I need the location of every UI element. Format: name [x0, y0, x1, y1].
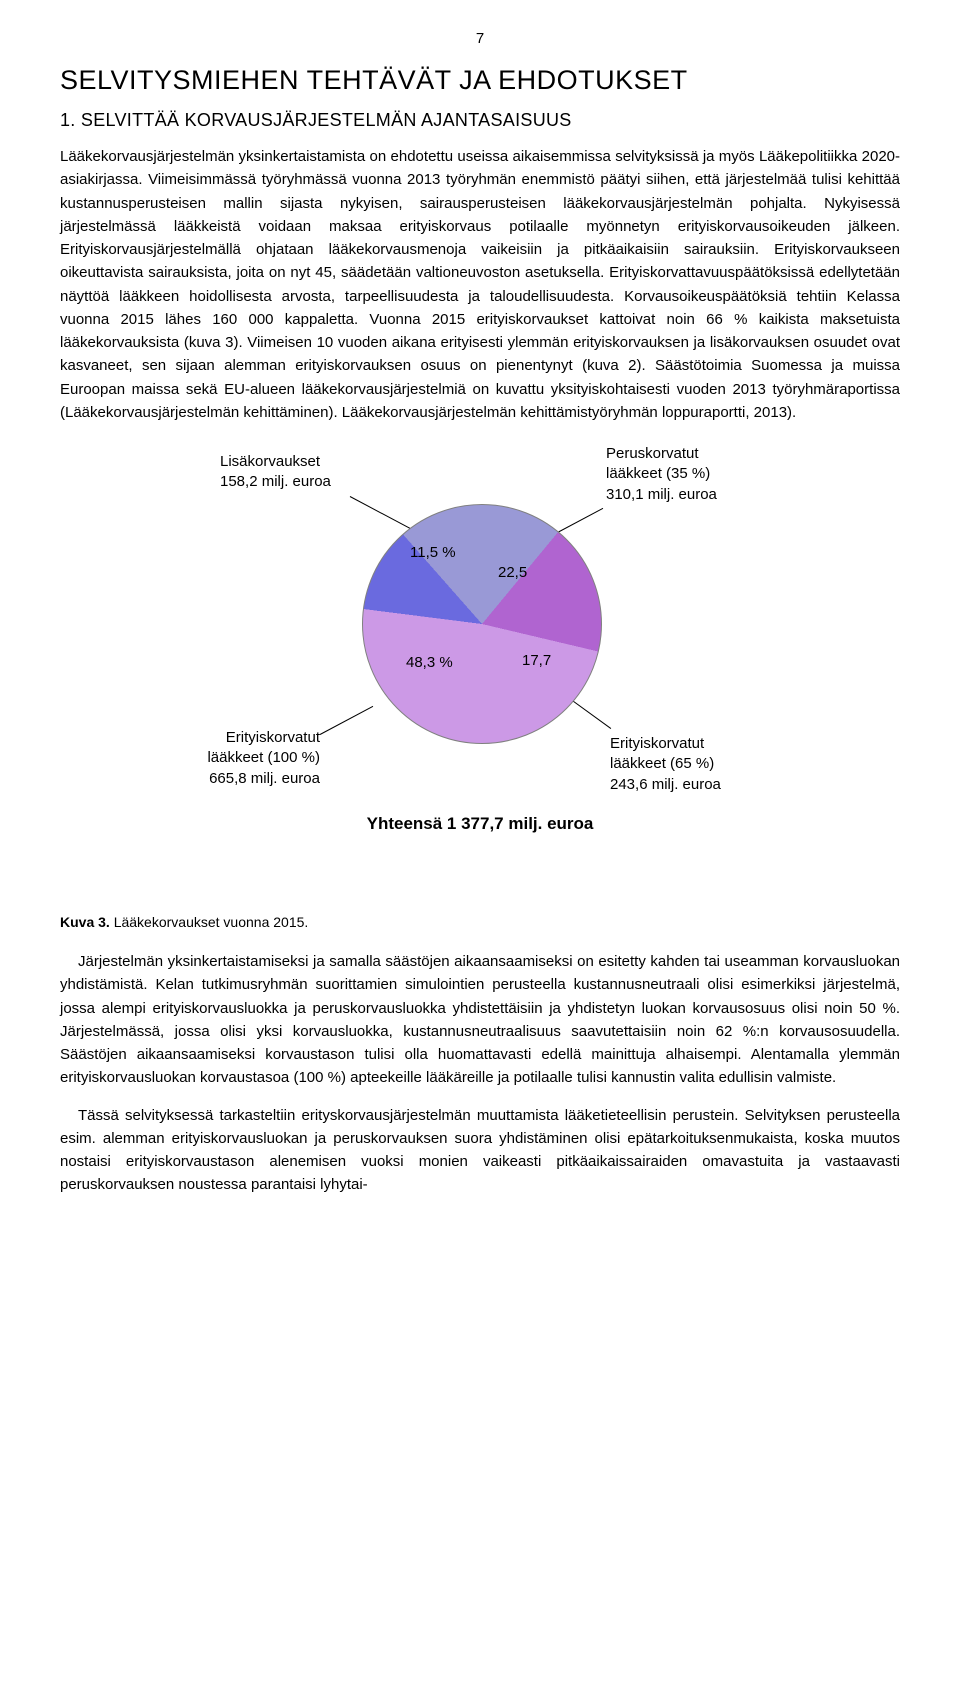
- slice-label-peruskorvatut: Peruskorvatut lääkkeet (35 %) 310,1 milj…: [606, 444, 717, 505]
- page-title: SELVITYSMIEHEN TEHTÄVÄT JA EHDOTUKSET: [60, 65, 900, 96]
- slice-label-lisakorvaukset: Lisäkorvaukset 158,2 milj. euroa: [220, 452, 331, 493]
- figure-caption: Kuva 3. Lääkekorvaukset vuonna 2015.: [60, 914, 900, 930]
- slice-label-erityis100: Erityiskorvatut lääkkeet (100 %) 665,8 m…: [170, 728, 320, 789]
- paragraph-1: Lääkekorvausjärjestelmän yksinkertaistam…: [60, 145, 900, 424]
- section-subtitle: 1. SELVITTÄÄ KORVAUSJÄRJESTELMÄN AJANTAS…: [60, 110, 900, 131]
- chart-total: Yhteensä 1 377,7 milj. euroa: [170, 814, 790, 834]
- pct-erityis65: 17,7: [522, 652, 551, 669]
- pct-peruskorvatut: 22,5: [498, 564, 527, 581]
- paragraph-3: Tässä selvityksessä tarkasteltiin eritys…: [60, 1104, 900, 1197]
- pct-erityis100: 48,3 %: [406, 654, 453, 671]
- paragraph-2: Järjestelmän yksinkertaistamiseksi ja sa…: [60, 950, 900, 1090]
- pie-chart: Lisäkorvaukset 158,2 milj. euroa Perusko…: [170, 444, 790, 904]
- pie-graphic: 11,5 % 22,5 17,7 48,3 %: [362, 504, 602, 744]
- pct-lisakorvaukset: 11,5 %: [410, 544, 456, 561]
- slice-label-erityis65: Erityiskorvatut lääkkeet (65 %) 243,6 mi…: [610, 734, 721, 795]
- page-number: 7: [60, 30, 900, 47]
